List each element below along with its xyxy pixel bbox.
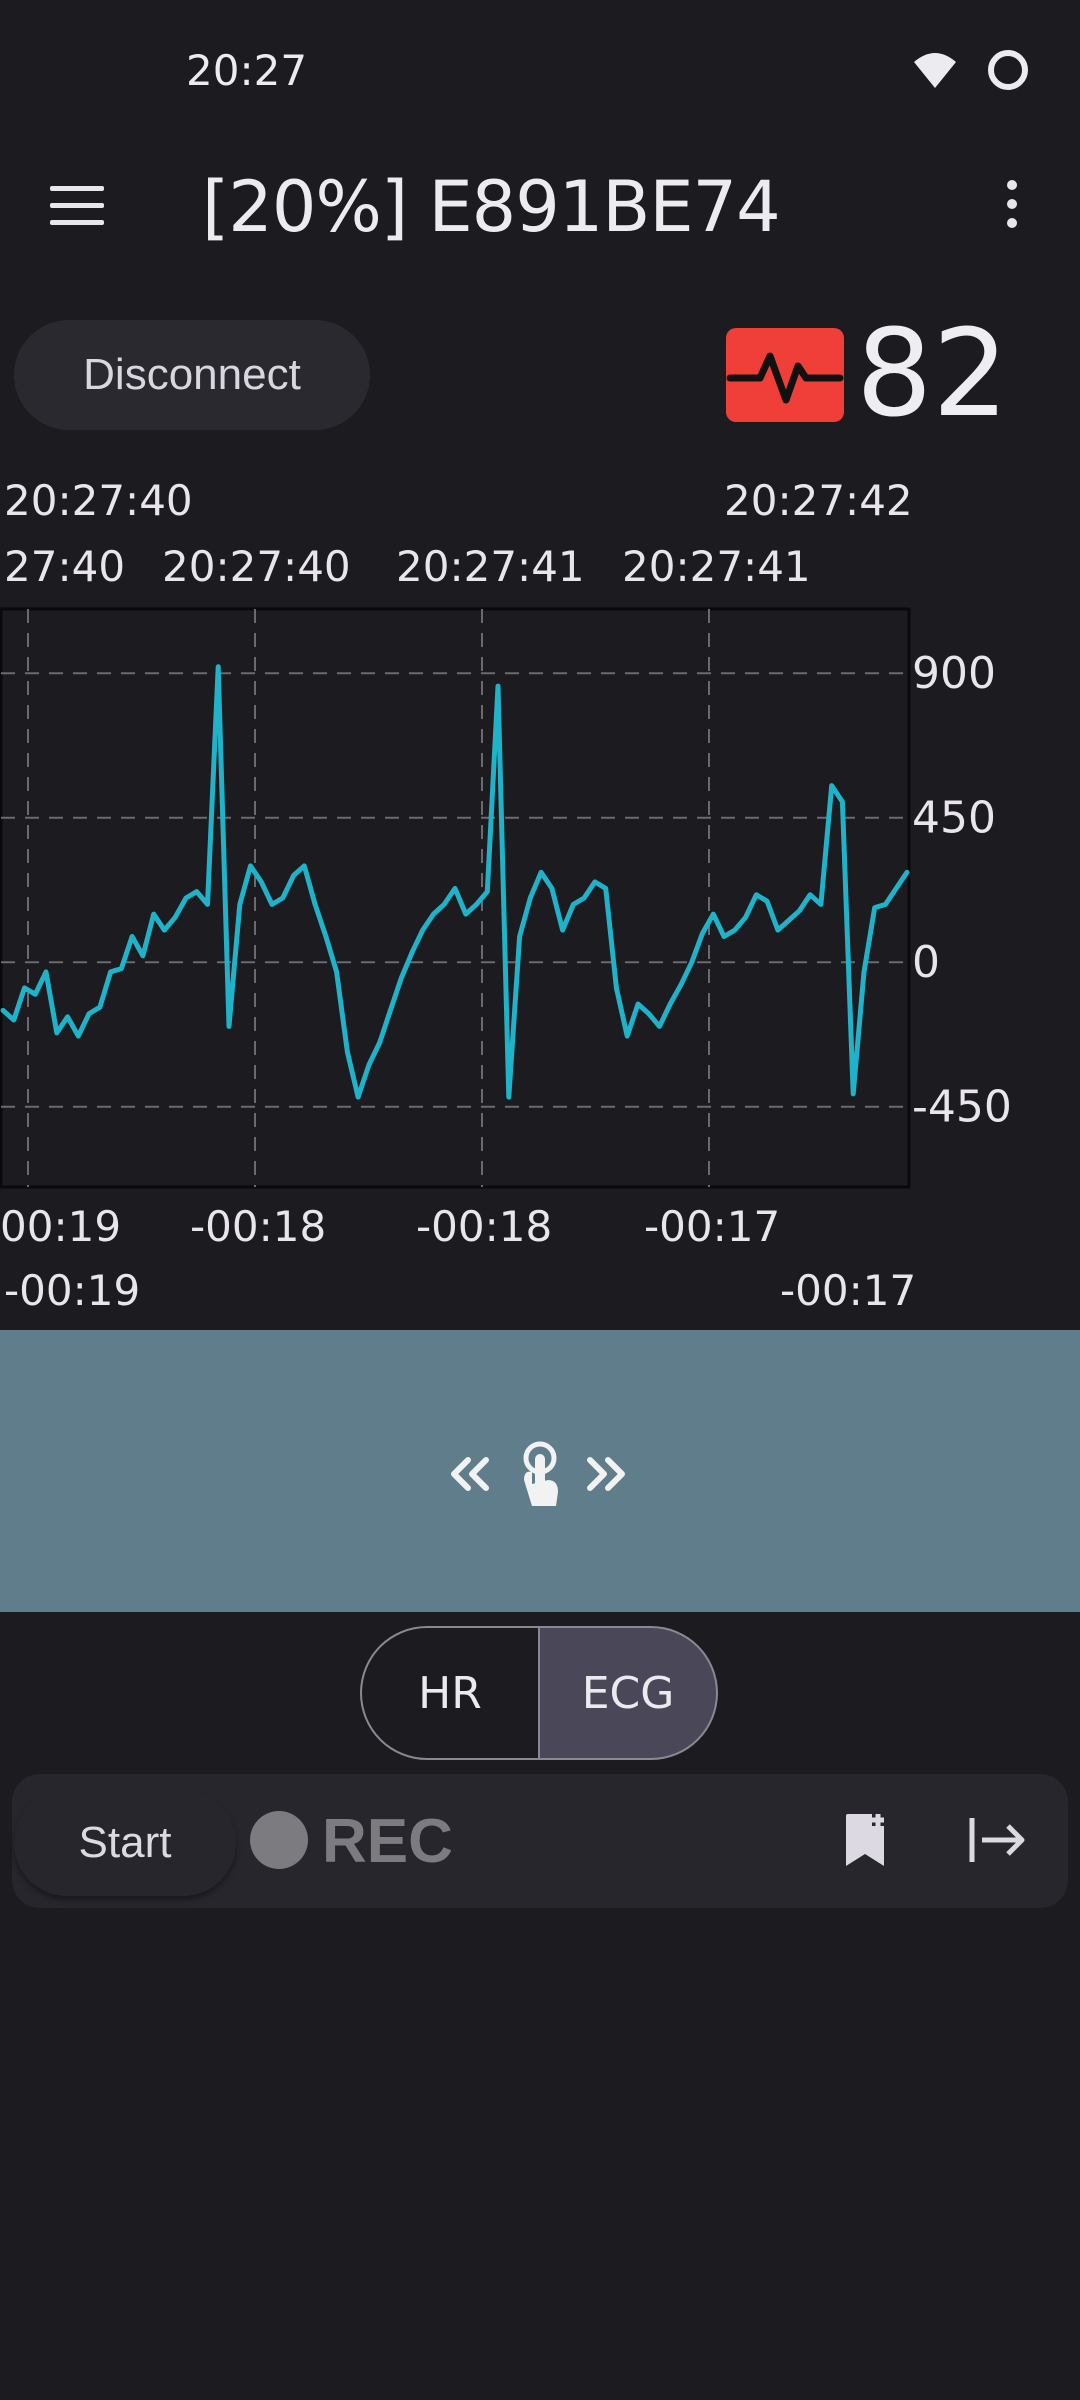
ecg-chart[interactable]: 900 450 0 -450 xyxy=(0,606,1080,1196)
status-icons xyxy=(912,48,1030,92)
time-label-bottom: -00:17 xyxy=(780,1266,917,1315)
time-label-bottom: 00:19 xyxy=(0,1202,122,1251)
y-tick-label: 900 xyxy=(912,648,996,699)
time-label-bottom: -00:18 xyxy=(190,1202,327,1251)
export-arrow-icon[interactable] xyxy=(968,1814,1028,1866)
time-label-bottom: -00:18 xyxy=(416,1202,553,1251)
bookmark-add-icon[interactable] xyxy=(844,1812,888,1868)
mode-toggle: HR ECG xyxy=(360,1626,718,1760)
y-tick-label: 0 xyxy=(912,937,940,988)
heart-rate-value: 82 xyxy=(856,305,1009,444)
time-label-top: 20:27:40 xyxy=(4,476,193,525)
rec-label: REC xyxy=(322,1807,453,1876)
plot-frame xyxy=(0,607,911,1189)
mode-hr-button[interactable]: HR xyxy=(360,1626,539,1760)
time-label-top: 20:27:41 xyxy=(622,542,811,591)
menu-icon[interactable] xyxy=(50,186,104,226)
rec-indicator xyxy=(250,1811,308,1869)
chevrons-left-icon xyxy=(451,1457,489,1491)
status-time: 20:27 xyxy=(186,46,308,95)
disconnect-button[interactable]: Disconnect xyxy=(14,320,370,430)
y-tick-label: -450 xyxy=(912,1082,1012,1133)
circle-status-icon xyxy=(988,50,1028,90)
touch-hand-icon xyxy=(523,1441,558,1506)
time-label-top: 20:27:41 xyxy=(396,542,585,591)
time-label-top: 20:27:42 xyxy=(724,476,913,525)
heart-pulse-icon xyxy=(726,328,844,422)
chevrons-right-icon xyxy=(587,1457,625,1491)
wifi-icon xyxy=(914,53,956,88)
y-tick-label: 450 xyxy=(912,793,996,844)
time-label-bottom: -00:17 xyxy=(644,1202,781,1251)
time-label-bottom: -00:19 xyxy=(4,1266,141,1315)
page-title: [20%] E891BE74 xyxy=(202,166,781,248)
start-button[interactable]: Start xyxy=(14,1790,236,1896)
gesture-hint xyxy=(440,1440,640,1510)
mode-ecg-button[interactable]: ECG xyxy=(539,1626,718,1760)
more-vert-icon[interactable] xyxy=(1000,180,1024,236)
time-label-top: 27:40 xyxy=(4,542,126,591)
ecg-series-line xyxy=(0,664,910,1100)
time-label-top: 20:27:40 xyxy=(162,542,351,591)
